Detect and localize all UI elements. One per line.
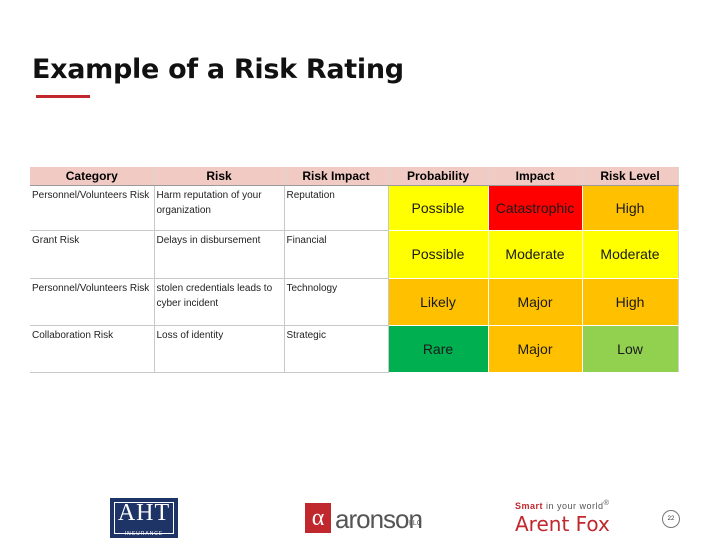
cell-risk: Delays in disbursement	[154, 230, 285, 279]
aht-logo-subtext: INSURANCE	[124, 531, 164, 537]
slide-title: Example of a Risk Rating	[32, 54, 404, 85]
cell-impact: Major	[488, 278, 583, 326]
registered-mark: ®	[603, 498, 610, 507]
cell-risk: stolen credentials leads to cyber incide…	[154, 278, 285, 326]
table-header-row: Category Risk Risk Impact Probability Im…	[30, 167, 679, 186]
aht-insurance-logo: AHT INSURANCE	[110, 498, 178, 538]
cell-risk: Loss of identity	[154, 325, 285, 373]
arent-fox-tagline: Smart in your world®	[515, 498, 635, 511]
title-underline	[36, 95, 90, 98]
cell-risk-level: Low	[582, 325, 679, 373]
cell-risk-level: High	[582, 278, 679, 326]
header-risk: Risk	[154, 167, 285, 186]
cell-risk-impact: Financial	[284, 230, 389, 279]
cell-category: Collaboration Risk	[30, 325, 155, 373]
page-number-badge: 22	[662, 510, 680, 528]
aronson-alpha-icon: α	[305, 503, 331, 533]
aht-logo-frame	[114, 502, 174, 534]
cell-probability: Rare	[388, 325, 489, 373]
cell-risk-level: Moderate	[582, 230, 679, 279]
table-row: Personnel/Volunteers Risk stolen credent…	[30, 278, 679, 326]
cell-impact: Moderate	[488, 230, 583, 279]
header-risk-impact: Risk Impact	[284, 167, 389, 186]
arent-fox-name: Arent Fox	[515, 512, 610, 536]
cell-risk: Harm reputation of your organization	[154, 185, 285, 231]
table-row: Collaboration Risk Loss of identity Stra…	[30, 325, 679, 373]
arent-fox-tagline-rest: in your world	[543, 501, 604, 511]
cell-category: Personnel/Volunteers Risk	[30, 278, 155, 326]
aht-logo-text: AHT	[117, 500, 171, 526]
table-row: Personnel/Volunteers Risk Harm reputatio…	[30, 185, 679, 231]
cell-category: Personnel/Volunteers Risk	[30, 185, 155, 231]
aronson-logo-text: aronson	[335, 504, 423, 534]
cell-risk-impact: Technology	[284, 278, 389, 326]
cell-impact: Major	[488, 325, 583, 373]
header-category: Category	[30, 167, 155, 186]
table-row: Grant Risk Delays in disbursement Financ…	[30, 230, 679, 279]
cell-risk-impact: Strategic	[284, 325, 389, 373]
cell-probability: Possible	[388, 230, 489, 279]
header-risk-level: Risk Level	[582, 167, 679, 186]
arent-fox-logo: Smart in your world® Arent Fox	[515, 498, 635, 536]
cell-risk-impact: Reputation	[284, 185, 389, 231]
cell-risk-level: High	[582, 185, 679, 231]
aronson-logo-suffix: LLC	[409, 520, 422, 527]
cell-category: Grant Risk	[30, 230, 155, 279]
cell-probability: Possible	[388, 185, 489, 231]
cell-impact: Catastrophic	[488, 185, 583, 231]
cell-probability: Likely	[388, 278, 489, 326]
header-probability: Probability	[388, 167, 489, 186]
risk-rating-table: Category Risk Risk Impact Probability Im…	[30, 167, 679, 373]
header-impact: Impact	[488, 167, 583, 186]
arent-fox-tagline-prefix: Smart	[515, 501, 544, 511]
